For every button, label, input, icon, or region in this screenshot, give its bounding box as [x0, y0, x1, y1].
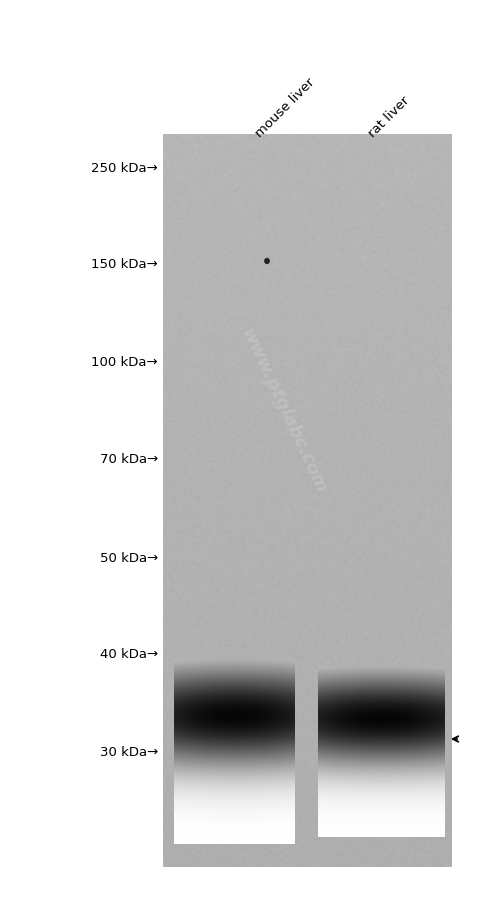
Text: www.ptglabc.com: www.ptglabc.com [237, 326, 330, 496]
Text: rat liver: rat liver [366, 94, 412, 140]
Text: 250 kDa→: 250 kDa→ [91, 161, 158, 174]
Text: 150 kDa→: 150 kDa→ [91, 258, 158, 272]
Text: 70 kDa→: 70 kDa→ [100, 453, 158, 466]
Text: mouse liver: mouse liver [253, 76, 317, 140]
Text: 50 kDa→: 50 kDa→ [100, 551, 158, 564]
Text: 100 kDa→: 100 kDa→ [91, 355, 158, 368]
Text: 40 kDa→: 40 kDa→ [100, 648, 158, 661]
Ellipse shape [264, 259, 270, 265]
Text: 30 kDa→: 30 kDa→ [100, 745, 158, 758]
